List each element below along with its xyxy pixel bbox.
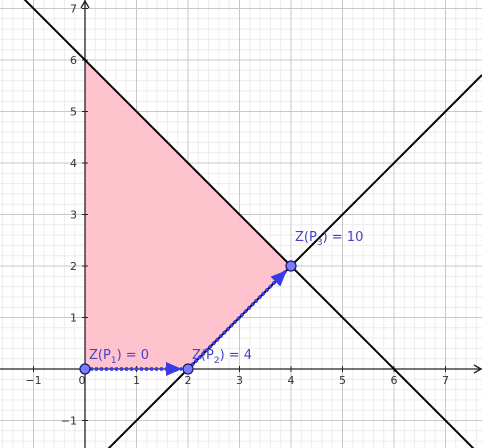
arrow-head: [270, 270, 287, 287]
tick-labels: −1 0 1 2 3 4 5 6 7 −1 1 2 3 4 5 6 7: [25, 3, 449, 428]
y-tick-label: 1: [70, 312, 77, 325]
y-tick-label: 6: [70, 54, 77, 67]
point-label-p3: Z(P3) = 10: [295, 230, 363, 248]
y-tick-label: 7: [70, 3, 77, 16]
path-arrow: [190, 269, 288, 367]
y-tick-label: −1: [61, 415, 77, 428]
vertex-point-p3: [285, 260, 297, 272]
x-tick-label: 2: [185, 374, 192, 387]
y-tick-label: 2: [70, 260, 77, 273]
path-arrows: [90, 269, 288, 376]
x-tick-label: 7: [442, 374, 449, 387]
point-label-p2: Z(P2) = 4: [192, 348, 252, 366]
arrow-head: [166, 362, 182, 376]
point-labels: Z(P1) = 0 Z(P2) = 4 Z(P3) = 10: [89, 230, 363, 366]
y-tick-label: 3: [70, 209, 77, 222]
x-tick-label: 3: [236, 374, 243, 387]
vertex-point-p2: [182, 363, 194, 375]
feasible-region: [85, 60, 291, 369]
constraint-line: [107, 74, 482, 448]
x-tick-label: 4: [288, 374, 295, 387]
x-tick-label: 5: [339, 374, 346, 387]
point-label-p1: Z(P1) = 0: [89, 348, 149, 366]
x-tick-label: 1: [133, 374, 140, 387]
x-tick-label: −1: [25, 374, 41, 387]
y-tick-label: 4: [70, 157, 77, 170]
vertex-point-p1: [79, 363, 91, 375]
feasible-region-layer: [85, 60, 291, 369]
x-tick-label: 6: [391, 374, 398, 387]
vertex-points: [79, 260, 297, 375]
y-tick-label: 5: [70, 106, 77, 119]
x-tick-label: 0: [79, 374, 86, 387]
y-axis-arrow: [80, 0, 90, 9]
x-axis-arrow: [473, 364, 482, 374]
